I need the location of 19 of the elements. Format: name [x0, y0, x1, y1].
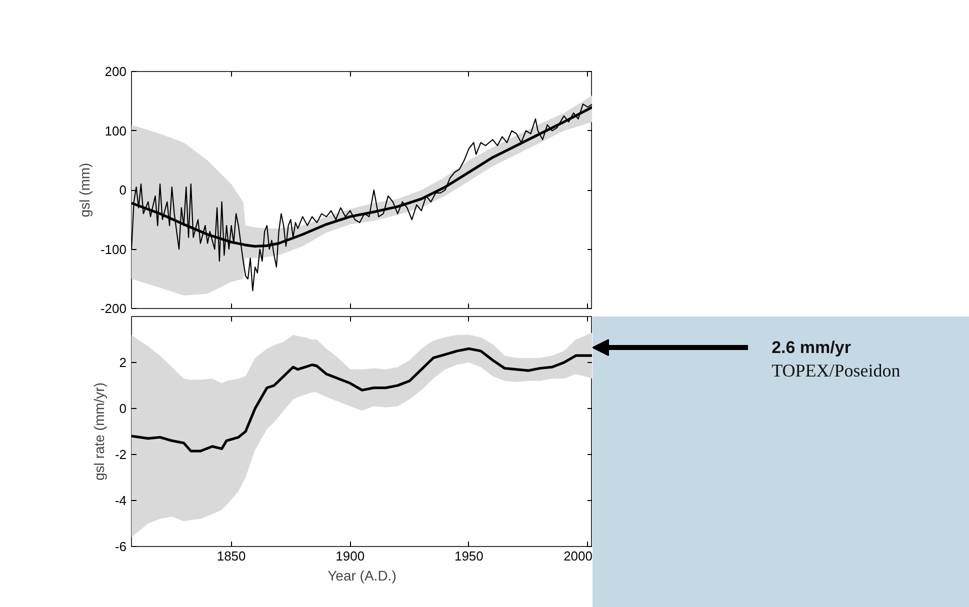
y-tick-label: -2 — [114, 447, 127, 462]
y-tick-label: 0 — [119, 182, 127, 198]
text: TOPEX/Poseidon — [772, 360, 900, 381]
y-tick-label: 100 — [104, 123, 127, 138]
x-tick-label: 1950 — [454, 548, 484, 564]
y-axis-title: gsl (mm) — [76, 162, 92, 218]
y-tick-label: 200 — [104, 64, 127, 79]
y-axis-title: gsl rate (mm/yr) — [90, 382, 107, 480]
y-tick-label: 0 — [119, 401, 127, 416]
x-tick-label: 1900 — [336, 548, 365, 564]
y-tick-label: -100 — [100, 242, 127, 257]
x-tick-label: 1850 — [216, 548, 246, 564]
y-tick-label: -6 — [114, 539, 127, 554]
y-tick-label: -4 — [114, 493, 127, 508]
x-axis-title: Year (A.D.) — [328, 568, 396, 584]
x-tick-label: 2000 — [564, 548, 592, 564]
y-tick-label: 2 — [119, 355, 127, 370]
y-tick-label: -200 — [100, 301, 127, 316]
text: 2.6 mm/yr — [772, 338, 852, 358]
